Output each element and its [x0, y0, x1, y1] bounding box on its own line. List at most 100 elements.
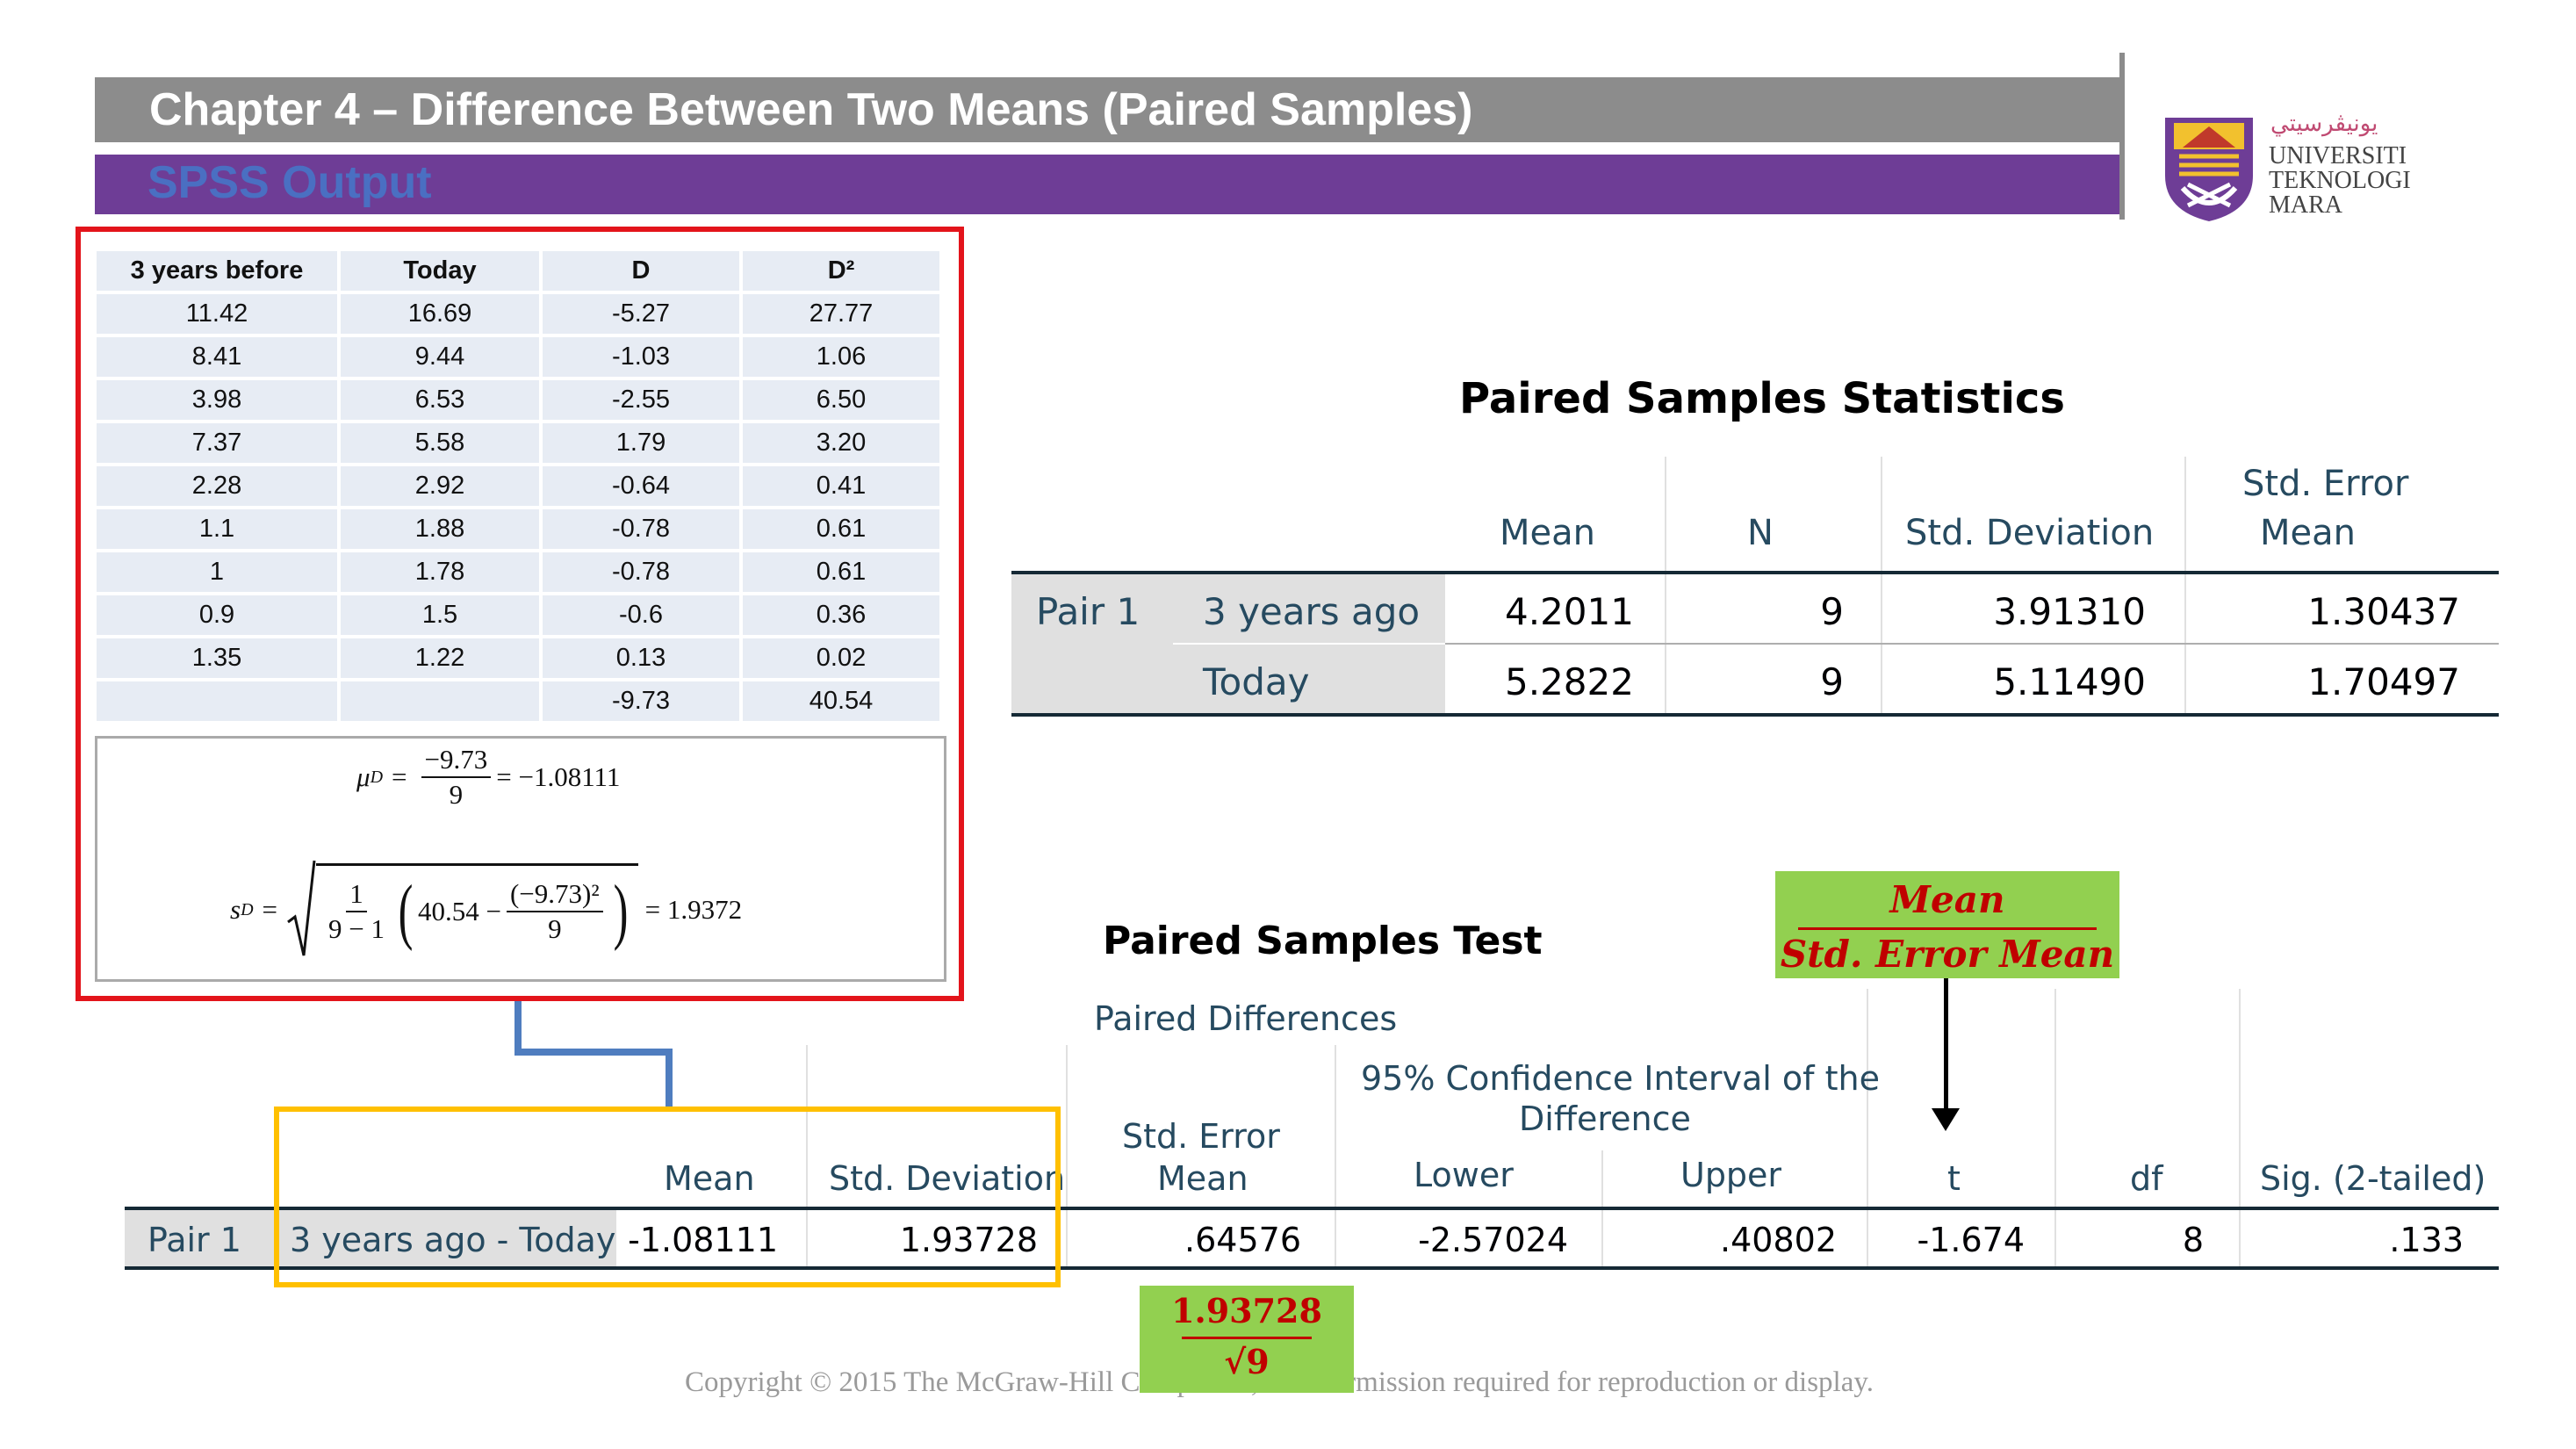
- column-divider: [2239, 989, 2241, 1268]
- column-divider: [2184, 457, 2186, 717]
- test-header-df: df: [2130, 1159, 2163, 1198]
- stats-row-label: Today: [1203, 660, 1310, 703]
- column-divider: [1867, 989, 1868, 1268]
- s-outer-numerator: 1: [346, 877, 367, 912]
- column-header: D²: [743, 251, 939, 291]
- row-label-shading: [1011, 574, 1445, 715]
- mu-numerator: −9.73: [421, 743, 492, 778]
- table-cell: -9.73: [543, 681, 739, 721]
- test-header-sig: Sig. (2-tailed): [2260, 1159, 2486, 1198]
- logo-jawi-text: ﻳﻮﻧﻴﭭﺮﺳﻴﺘﻲ: [2270, 111, 2378, 137]
- test-cell: 8: [2182, 1221, 2204, 1259]
- slide-title: Chapter 4 – Difference Between Two Means…: [149, 84, 1473, 135]
- column-divider: [1665, 457, 1666, 717]
- logo-text-universiti: UNIVERSITI: [2269, 142, 2407, 169]
- table-cell: 0.13: [543, 638, 739, 678]
- table-cell: 27.77: [743, 294, 939, 334]
- table-cell: -0.78: [543, 552, 739, 592]
- column-divider: [2054, 989, 2056, 1268]
- slide-subtitle: SPSS Output: [148, 157, 432, 208]
- table-rule: [1011, 571, 2499, 574]
- s-equals: =: [262, 894, 278, 925]
- test-header-sd: Std. Deviation: [829, 1159, 1066, 1198]
- t-callout-denominator: Std. Error Mean: [1780, 933, 2115, 976]
- title-bar: [95, 77, 2121, 142]
- test-header-lower: Lower: [1414, 1156, 1514, 1194]
- table-cell: 1.35: [97, 638, 337, 678]
- test-cell: 1.93728: [899, 1221, 1038, 1259]
- test-cell: -1.08111: [628, 1221, 778, 1259]
- table-cell: 7.37: [97, 423, 337, 463]
- se-callout-numerator: 1.93728: [1171, 1291, 1322, 1330]
- s-inner-denominator: 9: [548, 912, 562, 944]
- stats-cell: 9: [1820, 660, 1844, 703]
- highlight-box: [274, 1107, 1061, 1287]
- stats-pair-label: Pair 1: [1036, 590, 1140, 633]
- s-inner-term: 40.54 −: [417, 895, 501, 926]
- arrow-down-icon: [1932, 1108, 1960, 1131]
- table-cell: 3.98: [97, 380, 337, 420]
- stats-row-label: 3 years ago: [1203, 590, 1421, 633]
- stats-header-se-line2: Mean: [2260, 513, 2356, 553]
- stats-cell: 3.91310: [1993, 590, 2146, 633]
- mu-denominator: 9: [449, 779, 464, 810]
- table-cell: 0.41: [743, 466, 939, 506]
- table-cell: -1.03: [543, 337, 739, 377]
- stats-cell: 4.2011: [1505, 590, 1634, 633]
- table-cell: 1: [97, 552, 337, 592]
- square-root-icon: [287, 860, 316, 956]
- table-cell: 1.88: [341, 509, 539, 549]
- table-cell: 2.28: [97, 466, 337, 506]
- table-row: 1.1 1.88 -0.78 0.61: [97, 509, 939, 549]
- table-cell: 9.44: [341, 337, 539, 377]
- table-cell: 11.42: [97, 294, 337, 334]
- table-cell: 6.53: [341, 380, 539, 420]
- difference-table: 3 years before Today D D² 11.42 16.69 -5.2…: [93, 248, 943, 724]
- column-divider: [1881, 457, 1882, 717]
- table-cell: -0.6: [543, 595, 739, 635]
- mu-subscript: D: [370, 767, 384, 787]
- test-group-header: Paired Differences: [1094, 999, 1398, 1038]
- table-cell: -2.55: [543, 380, 739, 420]
- test-ci-header-line1: 95% Confidence Interval of the: [1361, 1059, 1880, 1098]
- left-paren-icon: (: [398, 869, 414, 952]
- table-rule: [1011, 713, 2499, 717]
- stats-cell: 1.30437: [2307, 590, 2460, 633]
- table-cell: -5.27: [543, 294, 739, 334]
- test-header-upper: Upper: [1680, 1156, 1782, 1194]
- table-cell: -0.78: [543, 509, 739, 549]
- column-header: Today: [341, 251, 539, 291]
- s-result: = 1.9372: [644, 894, 743, 925]
- table-cell: 2.92: [341, 466, 539, 506]
- stats-cell: 5.11490: [1993, 660, 2146, 703]
- test-cell: .133: [2389, 1221, 2464, 1259]
- stats-table-title: Paired Samples Statistics: [1459, 374, 2065, 423]
- table-row: 2.28 2.92 -0.64 0.41: [97, 466, 939, 506]
- table-cell: 0.36: [743, 595, 939, 635]
- mu-result: = −1.08111: [496, 761, 621, 792]
- table-cell: 0.02: [743, 638, 939, 678]
- stats-header-se-line1: Std. Error: [2242, 464, 2409, 504]
- table-cell: 3.20: [743, 423, 939, 463]
- table-row: 3.98 6.53 -2.55 6.50: [97, 380, 939, 420]
- test-ci-header-line2: Difference: [1519, 1099, 1691, 1138]
- table-row: 1.35 1.22 0.13 0.02: [97, 638, 939, 678]
- table-cell: 0.61: [743, 509, 939, 549]
- header-divider: [2119, 53, 2125, 220]
- stats-header-mean: Mean: [1500, 513, 1595, 553]
- stats-cell: 9: [1820, 590, 1844, 633]
- t-formula-callout: [1775, 871, 2119, 978]
- table-cell: 8.41: [97, 337, 337, 377]
- table-cell: 5.58: [341, 423, 539, 463]
- connector-line: [666, 1049, 673, 1107]
- stats-cell: 5.2822: [1505, 660, 1634, 703]
- test-header-se-line1: Std. Error: [1122, 1117, 1280, 1156]
- column-divider: [1066, 1045, 1068, 1268]
- stats-cell: 1.70497: [2307, 660, 2460, 703]
- test-header-mean: Mean: [664, 1159, 755, 1198]
- formula-box: [95, 736, 946, 982]
- logo-text-mara: MARA: [2269, 191, 2343, 219]
- row-label-shading: [125, 1210, 616, 1268]
- right-paren-icon: ): [613, 869, 629, 952]
- table-rule: [125, 1207, 2499, 1210]
